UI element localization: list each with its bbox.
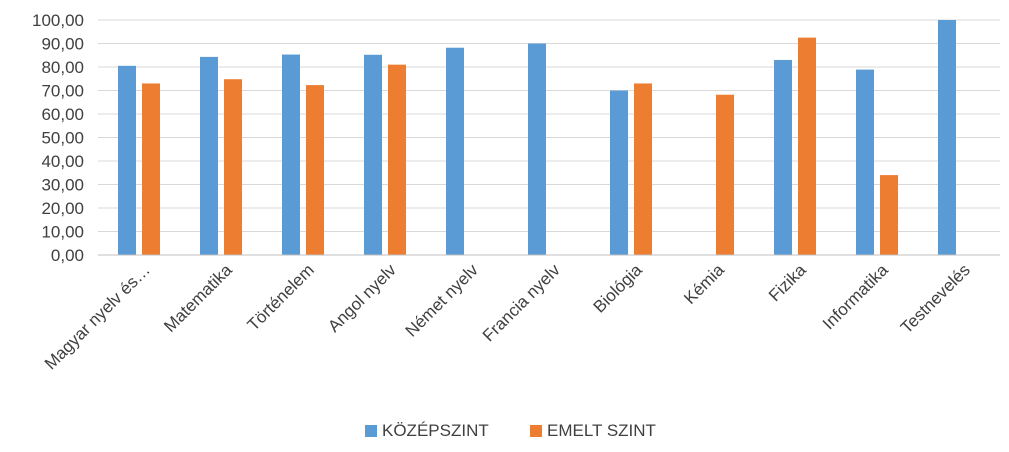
y-tick-label: 0,00 [51,246,84,265]
bar [388,64,406,256]
bar [306,85,324,255]
y-axis-ticks: 0,00 10,00 20,00 30,00 40,00 50,00 60,00 70,00 8… [32,11,84,265]
y-tick-label: 60,00 [41,105,84,124]
y-tick-label: 30,00 [41,176,84,195]
x-axis-category-labels: Magyar nyelv és… Matematika Történelem Ango… [41,260,974,373]
bars [118,20,956,256]
legend: KÖZÉPSZINT EMELT SZINT [365,421,656,440]
x-category-label: Német nyelv [402,260,483,341]
bar [798,37,816,255]
bar [610,90,628,255]
x-category-label: Francia nyelv [479,260,564,345]
x-category-label: Magyar nyelv és… [41,260,154,373]
bar [200,56,218,255]
bar [634,83,652,255]
y-tick-label: 100,00 [32,11,84,30]
legend-swatch [365,425,377,437]
bar [528,43,546,255]
x-category-label: Angol nyelv [324,260,400,336]
y-tick-label: 70,00 [41,82,84,101]
bar [282,54,300,255]
bar [774,59,792,256]
bar [364,54,382,255]
bar [446,47,464,256]
bar [224,79,242,255]
x-category-label: Matematika [160,260,236,336]
legend-swatch [530,425,542,437]
x-category-label: Testnevelés [897,260,974,337]
x-category-label: Informatika [819,260,892,333]
y-tick-label: 40,00 [41,152,84,171]
y-tick-label: 90,00 [41,35,84,54]
bar [880,175,898,255]
bar [938,20,956,255]
legend-entry: EMELT SZINT [547,421,656,440]
x-category-label: Biológia [590,260,647,317]
legend-entry: KÖZÉPSZINT [382,421,489,440]
bar [856,69,874,256]
bar [142,83,160,255]
y-tick-label: 50,00 [41,129,84,148]
x-category-label: Fizika [765,260,810,305]
x-category-label: Kémia [680,260,728,308]
x-category-label: Történelem [244,260,318,334]
y-tick-label: 80,00 [41,58,84,77]
bar [716,94,734,255]
gridlines [98,19,1000,232]
y-tick-label: 10,00 [41,223,84,242]
y-tick-label: 20,00 [41,199,84,218]
bar [118,65,136,255]
